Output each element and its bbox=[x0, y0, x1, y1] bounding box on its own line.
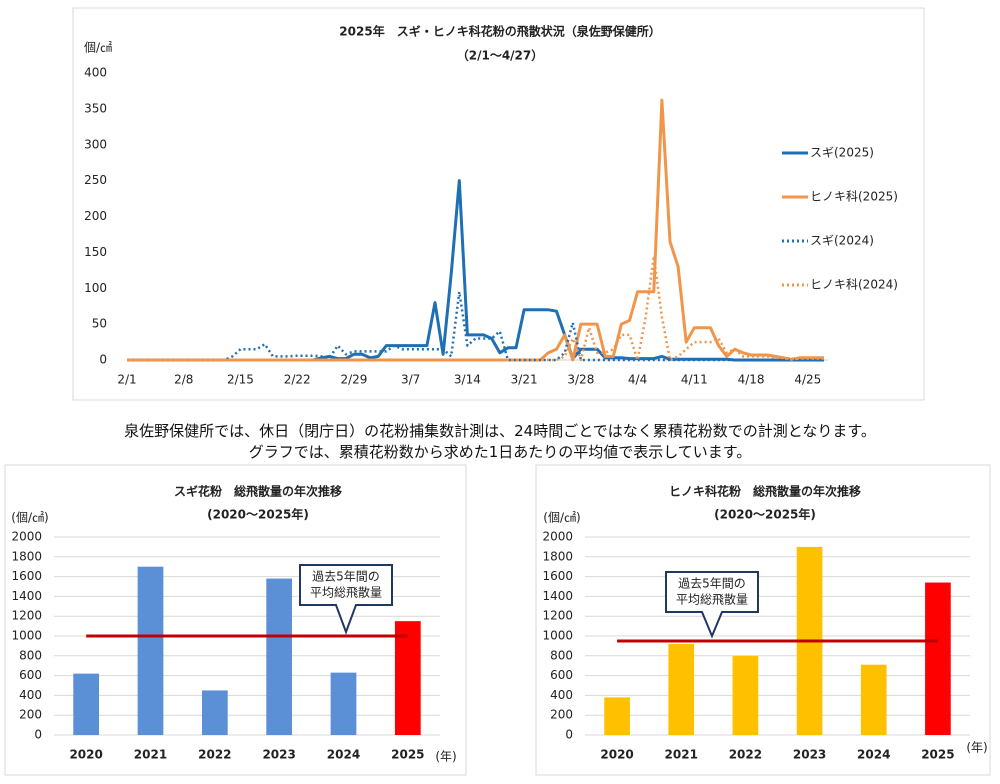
y-tick-label: 0 bbox=[99, 353, 107, 367]
note: 泉佐野保健所では、休日（閉庁日）の花粉捕集数計測は、24時間ごとではなく累積花粉… bbox=[124, 422, 876, 440]
y-tick-label: 400 bbox=[19, 688, 42, 702]
x-tick-label: 2021 bbox=[134, 748, 167, 762]
x-tick-label: 2020 bbox=[600, 748, 633, 762]
bar bbox=[604, 697, 630, 735]
x-tick-label: 3/7 bbox=[401, 373, 420, 387]
y-tick-label: 250 bbox=[84, 173, 107, 187]
x-tick-label: 2025 bbox=[921, 748, 954, 762]
y-tick-label: 800 bbox=[19, 648, 42, 662]
series-line bbox=[127, 254, 824, 362]
x-tick-label: 2024 bbox=[327, 748, 360, 762]
y-axis-unit: (個/㎠) bbox=[11, 511, 48, 525]
y-tick-label: 50 bbox=[92, 317, 107, 331]
x-tick-label: 2/1 bbox=[117, 373, 136, 387]
y-tick-label: 1200 bbox=[542, 609, 573, 623]
chart-subtitle: (2020～2025年) bbox=[207, 507, 309, 522]
x-tick-label: 2/22 bbox=[284, 373, 311, 387]
bar bbox=[73, 673, 100, 735]
x-tick-label: 4/18 bbox=[738, 373, 765, 387]
callout bbox=[299, 564, 393, 635]
legend-label: ヒノキ科(2024) bbox=[810, 278, 898, 292]
bar bbox=[668, 643, 695, 735]
chart-subtitle: (2020～2025年) bbox=[714, 507, 816, 522]
y-tick-label: 0 bbox=[34, 728, 42, 742]
chart-title: ヒノキ科花粉 総飛散量の年次推移 bbox=[669, 484, 861, 499]
callout-text: 平均総飛散量 bbox=[676, 592, 748, 607]
y-tick-label: 2000 bbox=[542, 530, 573, 544]
y-tick-label: 600 bbox=[550, 668, 573, 682]
legend-label: スギ(2024) bbox=[810, 234, 874, 248]
x-tick-label: 2022 bbox=[198, 748, 231, 762]
x-tick-label: 2025 bbox=[391, 748, 424, 762]
y-tick-label: 1200 bbox=[11, 609, 42, 623]
callout bbox=[665, 571, 759, 639]
callout-text: 平均総飛散量 bbox=[310, 585, 382, 600]
y-tick-label: 800 bbox=[550, 648, 573, 662]
x-tick-label: 2/29 bbox=[340, 373, 367, 387]
chart-frame bbox=[72, 7, 925, 401]
x-tick-label: 2/8 bbox=[174, 373, 193, 387]
bar bbox=[925, 582, 951, 735]
x-tick-label: 2023 bbox=[262, 748, 295, 762]
y-tick-label: 600 bbox=[19, 668, 42, 682]
y-axis-unit: (個/㎠) bbox=[543, 511, 580, 525]
y-tick-label: 100 bbox=[84, 281, 107, 295]
bar bbox=[330, 672, 357, 735]
x-tick-label: 4/4 bbox=[628, 373, 647, 387]
bar bbox=[732, 655, 759, 735]
y-tick-label: 200 bbox=[19, 708, 42, 722]
legend-label: スギ(2025) bbox=[810, 146, 874, 160]
y-tick-label: 1000 bbox=[542, 629, 573, 643]
chart-title: 2025年 スギ・ヒノキ科花粉の飛散状況（泉佐野保健所） bbox=[339, 24, 660, 39]
y-tick-label: 300 bbox=[84, 137, 107, 151]
x-axis-unit: (年) bbox=[966, 741, 987, 755]
legend-label: ヒノキ科(2025) bbox=[810, 190, 898, 204]
y-axis-unit: 個/㎠ bbox=[84, 41, 112, 55]
callout-text: 過去5年間の bbox=[678, 577, 746, 591]
x-tick-label: 4/11 bbox=[681, 373, 708, 387]
x-tick-label: 2024 bbox=[857, 748, 890, 762]
bar bbox=[266, 578, 293, 735]
y-tick-label: 350 bbox=[84, 101, 107, 115]
y-tick-label: 200 bbox=[550, 708, 573, 722]
x-tick-label: 2022 bbox=[729, 748, 762, 762]
y-tick-label: 150 bbox=[84, 245, 107, 259]
x-tick-label: 4/25 bbox=[794, 373, 821, 387]
y-tick-label: 1400 bbox=[542, 589, 573, 603]
x-tick-label: 2020 bbox=[69, 748, 102, 762]
y-tick-label: 1000 bbox=[11, 629, 42, 643]
y-tick-label: 400 bbox=[84, 66, 107, 80]
bar bbox=[394, 621, 421, 735]
note: グラフでは、累積花粉数から求めた1日あたりの平均値で表示しています。 bbox=[248, 443, 752, 461]
y-tick-label: 1800 bbox=[542, 549, 573, 563]
y-tick-label: 400 bbox=[550, 688, 573, 702]
chart-title: スギ花粉 総飛散量の年次推移 bbox=[174, 484, 342, 499]
bar bbox=[860, 664, 887, 735]
x-tick-label: 2/15 bbox=[227, 373, 254, 387]
y-tick-label: 1800 bbox=[11, 549, 42, 563]
y-tick-label: 0 bbox=[565, 728, 573, 742]
x-tick-label: 3/14 bbox=[454, 373, 481, 387]
callout-text: 過去5年間の bbox=[312, 570, 380, 584]
x-tick-label: 3/21 bbox=[511, 373, 538, 387]
bar bbox=[201, 690, 228, 735]
x-axis-unit: (年) bbox=[435, 750, 456, 764]
y-tick-label: 1400 bbox=[11, 589, 42, 603]
y-tick-label: 1600 bbox=[11, 569, 42, 583]
bar bbox=[137, 566, 164, 735]
x-tick-label: 2021 bbox=[665, 748, 698, 762]
x-tick-label: 2023 bbox=[793, 748, 826, 762]
y-tick-label: 2000 bbox=[11, 530, 42, 544]
chart-subtitle: （2/1～4/27） bbox=[457, 48, 544, 63]
y-tick-label: 200 bbox=[84, 209, 107, 223]
y-tick-label: 1600 bbox=[542, 569, 573, 583]
x-tick-label: 3/28 bbox=[567, 373, 594, 387]
